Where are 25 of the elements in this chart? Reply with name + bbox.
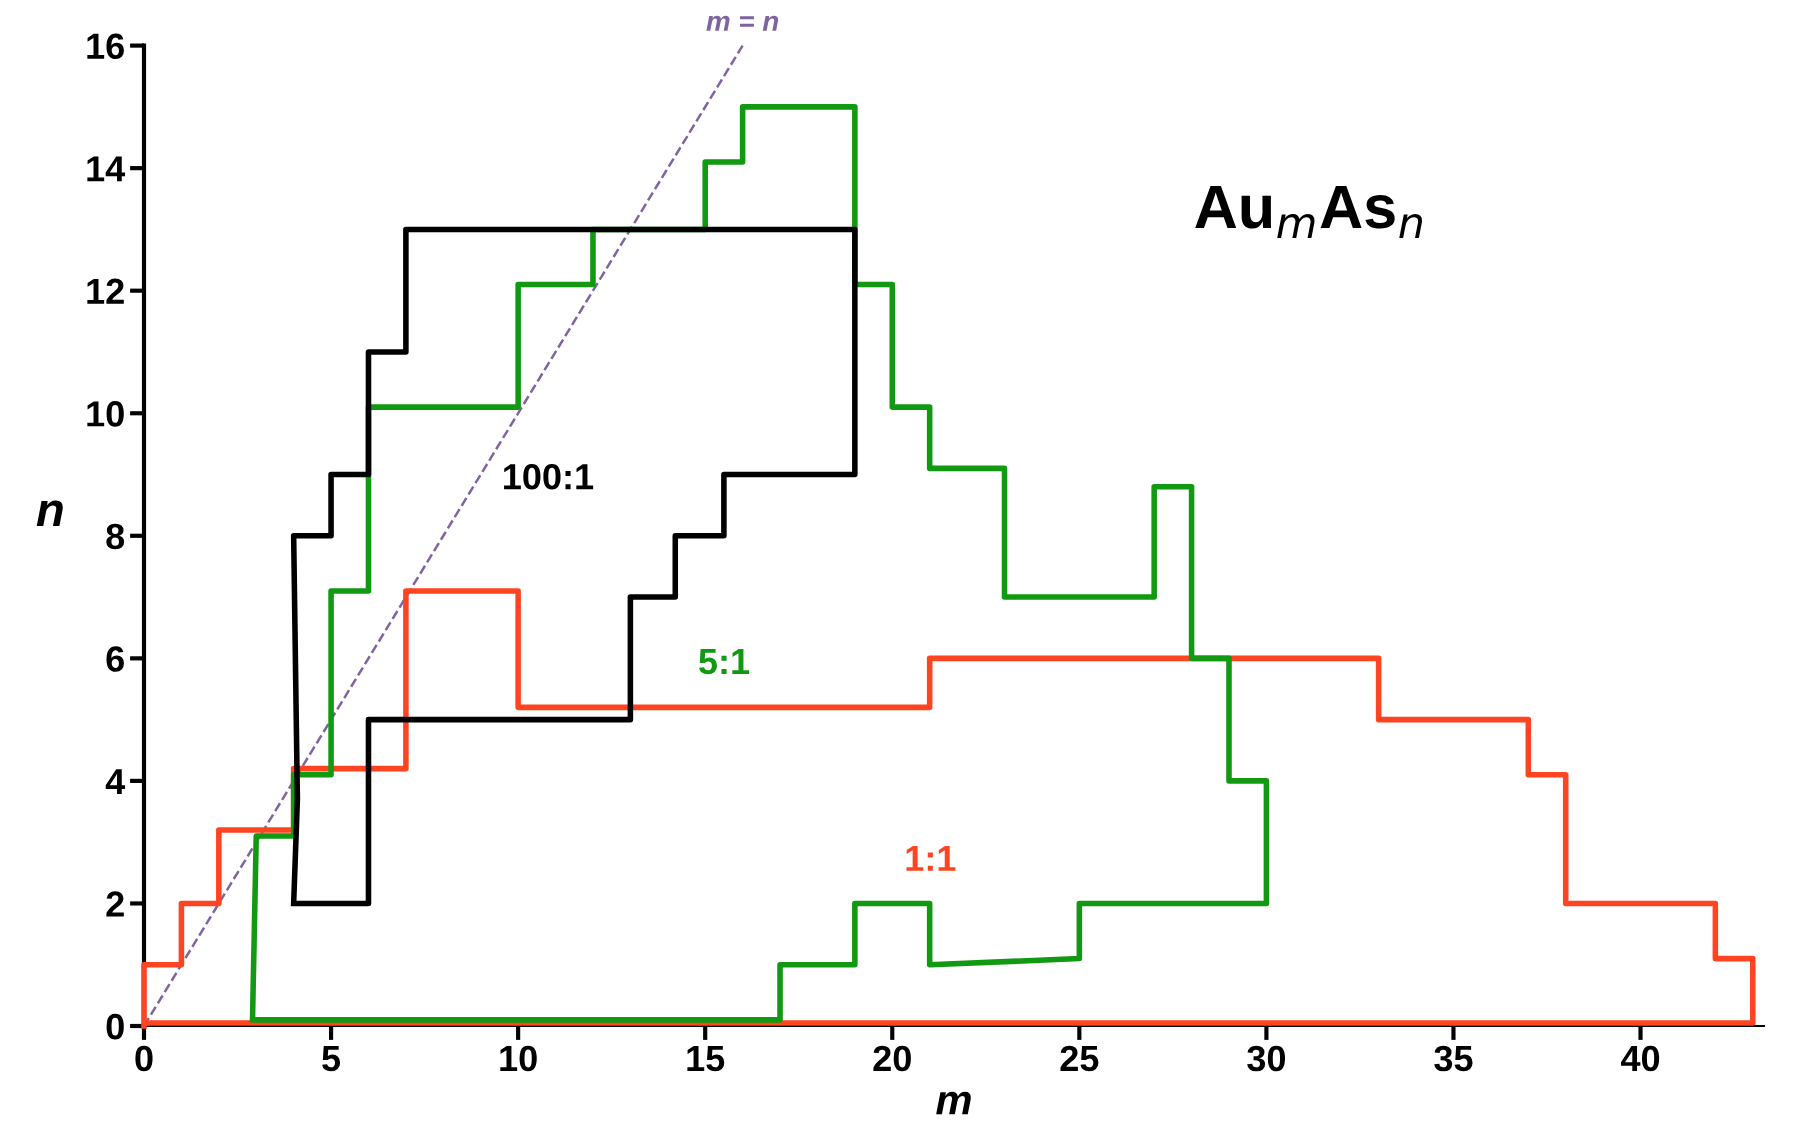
y-tick-label: 12 [87, 278, 124, 304]
x-tick-label: 20 [873, 1045, 911, 1072]
text: 5:1 [699, 649, 750, 675]
text: 1:1 [906, 845, 956, 871]
x-axis-title: m [936, 1091, 971, 1115]
y-axis-title: n [36, 500, 63, 526]
y-tick-label: 14 [87, 156, 126, 182]
y-tick-label: 6 [106, 646, 124, 672]
x-tick-label: 10 [500, 1045, 537, 1072]
x-tick-label: 30 [1247, 1045, 1286, 1072]
annotation: Au$_{m}$As$_{n}$ [1195, 185, 1422, 238]
x-tick-label: 40 [1621, 1045, 1660, 1072]
series-label: m = n [706, 15, 779, 31]
y-tick-label: 0 [106, 1013, 124, 1040]
y-tick-label: 16 [87, 33, 124, 60]
y-tick-label: 4 [105, 769, 126, 794]
x-tick-label: 5 [322, 1046, 341, 1072]
x-tick-label: 15 [687, 1046, 725, 1072]
x-tick-label: 25 [1060, 1045, 1099, 1072]
y-tick-label: 2 [106, 891, 124, 917]
y-tick-label: 10 [87, 401, 124, 427]
x-tick-label: 0 [135, 1045, 153, 1072]
y-tick-label: 8 [106, 523, 125, 550]
x-tick-label: 35 [1434, 1045, 1473, 1072]
text: 100:1 [504, 463, 594, 490]
